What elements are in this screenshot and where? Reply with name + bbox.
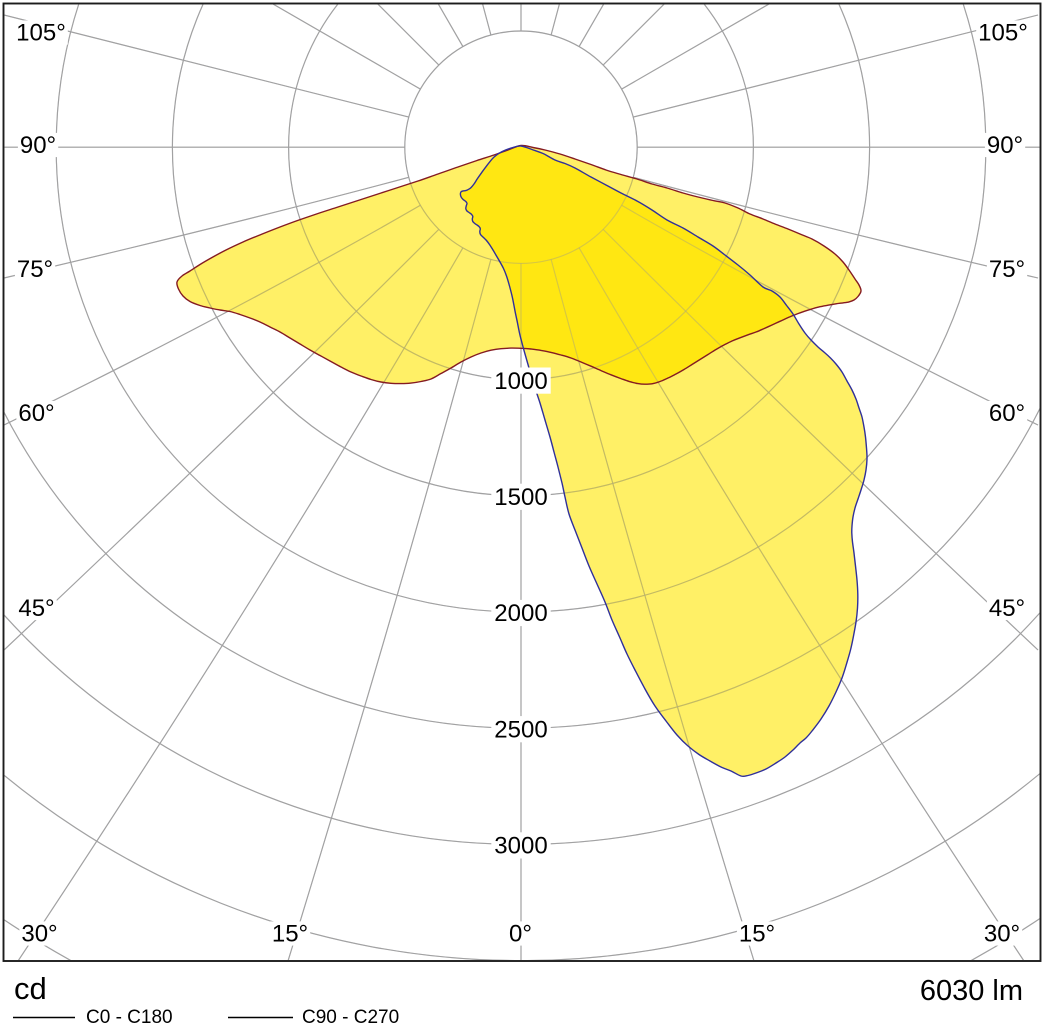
svg-text:1000: 1000: [494, 368, 547, 395]
svg-text:105°: 105°: [16, 20, 66, 47]
svg-text:0°: 0°: [509, 921, 532, 948]
svg-text:30°: 30°: [984, 921, 1020, 948]
svg-text:60°: 60°: [989, 400, 1025, 427]
svg-text:15°: 15°: [272, 921, 308, 948]
svg-text:2000: 2000: [494, 600, 547, 627]
svg-text:90°: 90°: [20, 132, 56, 159]
svg-text:45°: 45°: [989, 595, 1025, 622]
svg-text:60°: 60°: [18, 400, 54, 427]
svg-text:75°: 75°: [989, 256, 1025, 283]
svg-text:45°: 45°: [18, 595, 54, 622]
svg-text:90°: 90°: [987, 132, 1023, 159]
svg-text:1500: 1500: [494, 484, 547, 511]
svg-text:15°: 15°: [739, 921, 775, 948]
svg-text:2500: 2500: [494, 716, 547, 743]
svg-text:75°: 75°: [17, 256, 53, 283]
svg-text:3000: 3000: [494, 833, 547, 860]
svg-text:6030 lm: 6030 lm: [920, 975, 1023, 1007]
svg-text:C0 - C180: C0 - C180: [86, 1007, 173, 1028]
svg-text:cd: cd: [14, 971, 47, 1006]
svg-text:C90 - C270: C90 - C270: [302, 1007, 399, 1028]
svg-text:30°: 30°: [21, 921, 57, 948]
svg-text:105°: 105°: [978, 20, 1028, 47]
